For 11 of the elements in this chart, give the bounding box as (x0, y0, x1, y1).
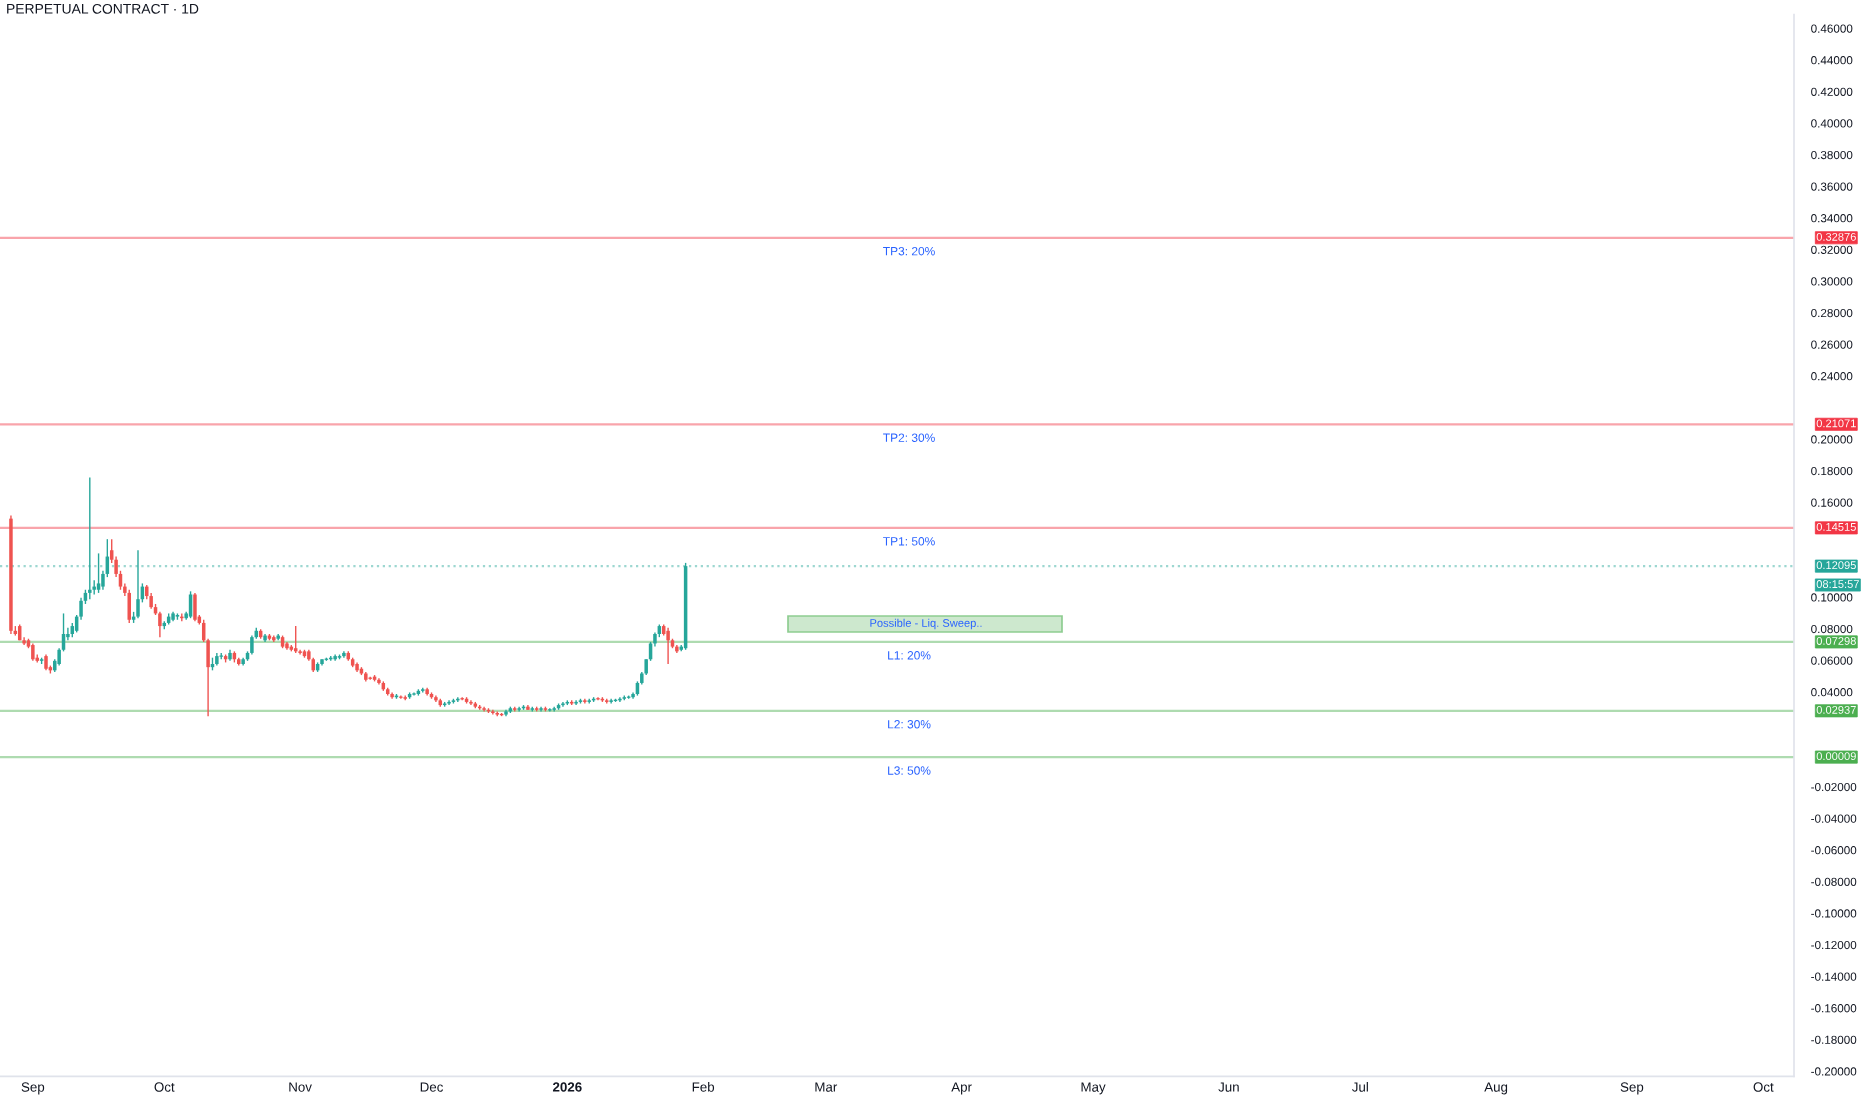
candlestick (136, 549, 140, 619)
candlestick (399, 694, 403, 700)
candlestick (368, 675, 372, 681)
candlestick (193, 592, 197, 623)
candlestick (96, 552, 101, 594)
candlestick (158, 611, 162, 638)
candlestick (460, 696, 464, 702)
candlestick (250, 634, 254, 656)
candlestick (88, 476, 92, 600)
candlestick (127, 589, 131, 624)
candlestick (666, 626, 670, 665)
